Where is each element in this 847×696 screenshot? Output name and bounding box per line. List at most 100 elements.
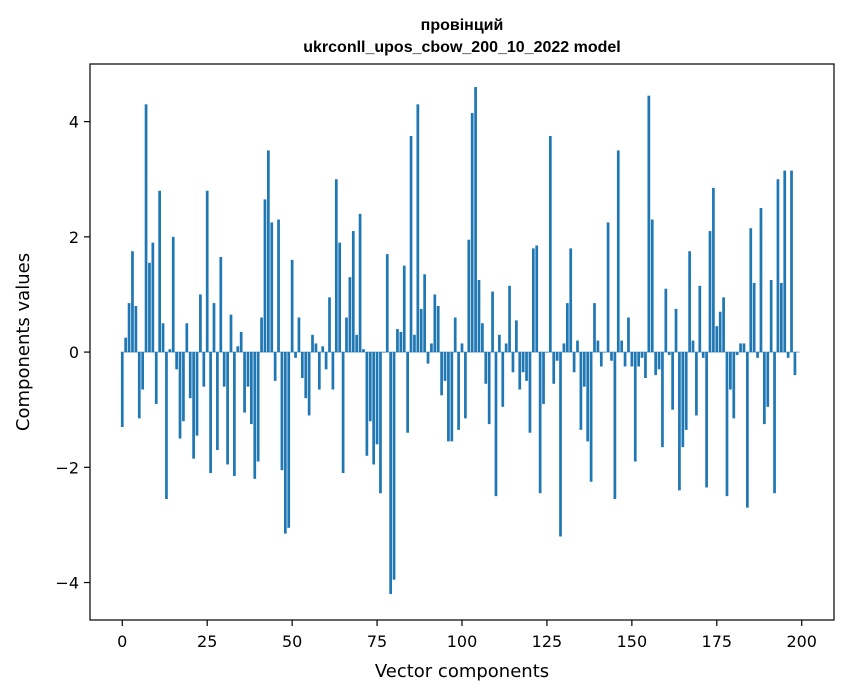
bar: [447, 352, 450, 442]
x-tick-label: 0: [117, 632, 127, 651]
bar: [266, 150, 270, 353]
bar: [426, 352, 430, 364]
bar: [290, 259, 294, 353]
bar: [124, 337, 128, 353]
bar: [528, 352, 532, 433]
y-tick-label: 0: [69, 343, 79, 362]
bar: [664, 288, 668, 353]
bar: [504, 343, 508, 353]
bar: [389, 352, 393, 595]
bar: [148, 262, 151, 353]
bar: [531, 248, 535, 353]
bar: [433, 294, 437, 353]
bar: [610, 352, 613, 361]
bar: [752, 282, 756, 353]
x-tick-label: 200: [786, 632, 817, 651]
bar: [368, 352, 372, 422]
bar: [552, 352, 556, 384]
bar: [481, 323, 484, 353]
bar: [402, 265, 406, 353]
bar: [375, 352, 379, 445]
bar: [548, 136, 552, 353]
bar: [650, 219, 654, 353]
bar: [467, 239, 471, 353]
bar: [582, 352, 586, 387]
bar: [351, 231, 355, 353]
bar: [555, 352, 559, 361]
chart-title: провінций: [421, 17, 504, 34]
bar: [739, 343, 742, 353]
bar: [514, 320, 518, 353]
bar: [746, 352, 749, 508]
x-axis-label: Vector components: [375, 661, 549, 682]
bar: [776, 179, 780, 353]
bar: [596, 340, 600, 353]
bar: [681, 352, 685, 448]
y-tick-label: 4: [69, 113, 79, 132]
bar: [586, 352, 590, 442]
bar: [484, 352, 488, 384]
bar: [294, 352, 297, 358]
bar: [732, 352, 736, 419]
bar: [783, 170, 787, 353]
bar: [134, 305, 138, 353]
bar: [321, 346, 325, 353]
bar: [416, 104, 420, 353]
bar: [501, 352, 505, 407]
x-tick-label: 50: [282, 632, 302, 651]
bar: [304, 352, 308, 399]
bar: [195, 352, 199, 436]
bar: [229, 314, 233, 353]
bar: [453, 317, 457, 353]
y-tick-label: −2: [55, 458, 79, 477]
y-tick-label: 2: [69, 228, 79, 247]
bar: [474, 87, 477, 353]
bar: [684, 352, 688, 430]
bar: [589, 352, 593, 482]
bar: [572, 352, 576, 373]
bar: [606, 222, 610, 353]
bar: [443, 352, 447, 381]
bar: [182, 352, 185, 422]
bar: [355, 334, 359, 353]
bar: [250, 352, 253, 425]
bar: [756, 352, 759, 358]
bar: [457, 352, 460, 430]
bar: [559, 352, 562, 537]
bar: [209, 352, 212, 474]
bar: [525, 352, 528, 381]
bar: [419, 308, 423, 353]
bar: [729, 352, 732, 390]
bar: [613, 352, 617, 500]
bar: [205, 190, 209, 353]
bar: [185, 323, 189, 353]
bar: [678, 352, 681, 491]
bar: [667, 352, 671, 355]
bar: [127, 303, 131, 353]
bar: [708, 231, 712, 353]
bar: [633, 352, 637, 462]
bar: [219, 257, 223, 353]
bar: [348, 277, 352, 353]
bar: [623, 352, 627, 367]
chart-subtitle: ukrconll_upos_cbow_200_10_2022 model: [303, 39, 620, 56]
bar: [464, 352, 467, 419]
bar: [202, 352, 206, 387]
bar: [491, 291, 494, 353]
bar: [236, 346, 240, 353]
bar: [178, 352, 182, 439]
bar: [131, 251, 134, 353]
bar: [695, 352, 698, 416]
bar: [616, 150, 620, 353]
bar: [671, 352, 674, 410]
bar: [270, 222, 274, 353]
bar: [786, 352, 790, 358]
bar: [576, 340, 579, 353]
bar: [790, 170, 793, 353]
bar: [314, 343, 318, 353]
bar: [253, 352, 257, 479]
bar: [440, 352, 443, 396]
bar: [372, 352, 376, 465]
bar: [735, 352, 739, 355]
bar: [222, 352, 226, 387]
